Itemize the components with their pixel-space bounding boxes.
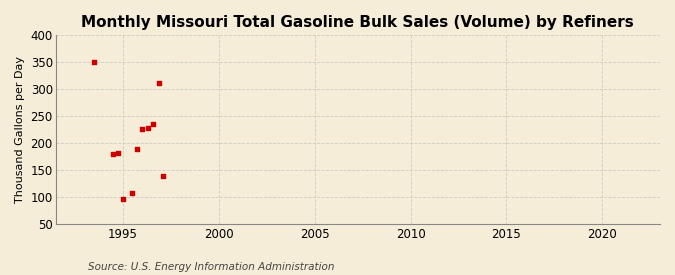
Point (142, 126, 153, 130)
Point (136, 127, 147, 132)
Point (158, 174, 169, 178)
Point (154, 81, 165, 85)
Point (113, 150, 124, 155)
Point (132, 147, 142, 152)
Point (127, 191, 138, 195)
Point (88, 60, 99, 64)
Title: Monthly Missouri Total Gasoline Bulk Sales (Volume) by Refiners: Monthly Missouri Total Gasoline Bulk Sal… (82, 15, 634, 30)
Point (148, 122, 159, 126)
Point (108, 152, 119, 156)
Point (117, 197, 128, 202)
Text: Source: U.S. Energy Information Administration: Source: U.S. Energy Information Administ… (88, 262, 334, 272)
Y-axis label: Thousand Gallons per Day: Thousand Gallons per Day (15, 56, 25, 203)
